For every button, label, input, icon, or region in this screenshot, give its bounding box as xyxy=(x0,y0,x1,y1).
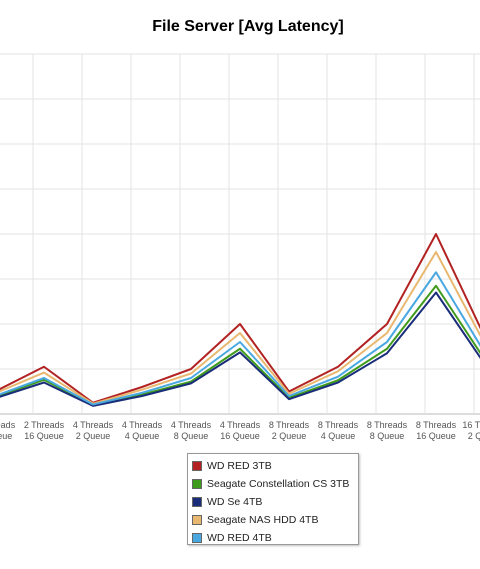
x-tick-label: 8 Threads 8 Queue xyxy=(367,420,408,441)
legend-label: Seagate NAS HDD 4TB xyxy=(207,514,319,526)
chart-title: File Server [Avg Latency] xyxy=(152,18,344,35)
legend-label: WD RED 4TB xyxy=(207,532,272,544)
series-line-4 xyxy=(0,271,480,406)
series-line-2 xyxy=(0,291,480,407)
legend-item[interactable]: WD RED 3TB xyxy=(192,457,358,475)
x-tick-label: 8 Threads 2 Queue xyxy=(269,420,310,441)
series-lines xyxy=(0,233,480,407)
x-tick-label: 2 Threads 16 Queue xyxy=(24,420,65,441)
x-tick-label: 8 Threads 4 Queue xyxy=(318,420,359,441)
legend-label: WD RED 3TB xyxy=(207,460,272,472)
legend-swatch xyxy=(192,461,202,471)
legend-label: WD Se 4TB xyxy=(207,496,263,508)
series-line-0 xyxy=(0,233,480,404)
legend-swatch xyxy=(192,533,202,543)
series-line-3 xyxy=(0,251,480,405)
legend-swatch xyxy=(192,515,202,525)
legend-swatch xyxy=(192,479,202,489)
legend-item[interactable]: Seagate NAS HDD 4TB xyxy=(192,511,358,529)
x-tick-label: 4 Threads 8 Queue xyxy=(171,420,212,441)
legend-swatch xyxy=(192,497,202,507)
legend: WD RED 3TB Seagate Constellation CS 3TB WD… xyxy=(187,453,359,545)
x-tick-label: 4 Threads 4 Queue xyxy=(122,420,163,441)
legend-label: Seagate Constellation CS 3TB xyxy=(207,478,350,490)
legend-item[interactable]: WD Se 4TB xyxy=(192,493,358,511)
legend-item[interactable]: Seagate Constellation CS 3TB xyxy=(192,475,358,493)
x-tick-label: 4 Threads 16 Queue xyxy=(220,420,261,441)
grid xyxy=(0,53,480,415)
x-tick-label: 4 Threads 2 Queue xyxy=(73,420,114,441)
x-tick-label: 8 Threads 16 Queue xyxy=(416,420,457,441)
legend-item[interactable]: WD RED 4TB xyxy=(192,529,358,547)
